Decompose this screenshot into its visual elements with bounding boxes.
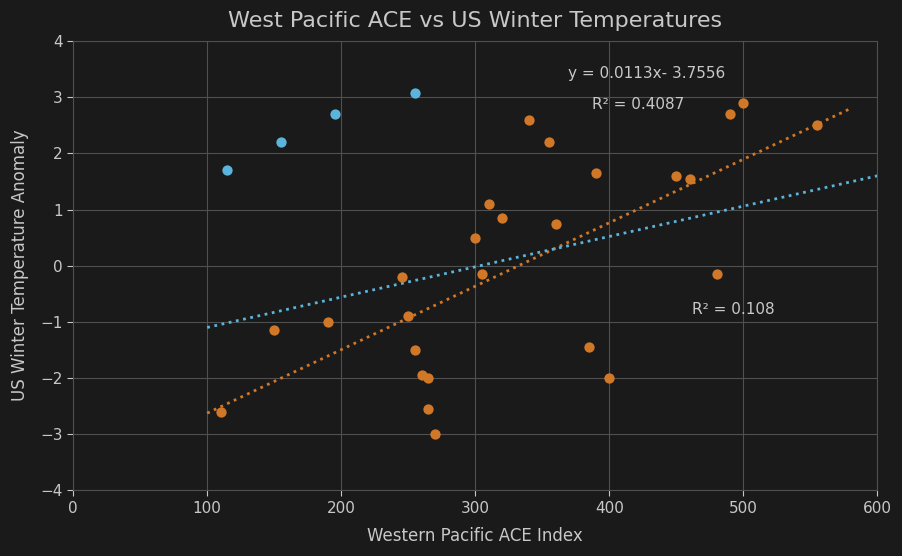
Point (682, 174, 696, 183)
Point (420, 374, 435, 383)
Point (521, 115, 536, 124)
Point (668, 171, 683, 180)
Point (414, 371, 428, 380)
Y-axis label: US Winter Temperature Anomaly: US Winter Temperature Anomaly (11, 130, 29, 401)
Point (722, 110, 736, 118)
Point (481, 200, 495, 208)
Point (320, 317, 335, 326)
Text: R² = 0.4087: R² = 0.4087 (591, 97, 684, 112)
Point (408, 345, 422, 354)
Point (408, 89, 422, 98)
Point (220, 166, 235, 175)
X-axis label: Western Pacific ACE Index: Western Pacific ACE Index (367, 527, 583, 545)
Point (541, 138, 556, 147)
Point (548, 219, 562, 228)
Title: West Pacific ACE vs US Winter Temperatures: West Pacific ACE vs US Winter Temperatur… (228, 11, 722, 31)
Point (394, 272, 409, 281)
Point (581, 342, 595, 351)
Point (467, 233, 482, 242)
Point (588, 168, 603, 177)
Text: R² = 0.108: R² = 0.108 (692, 301, 774, 316)
Point (735, 98, 750, 107)
Point (213, 408, 227, 416)
Point (267, 326, 281, 335)
Point (809, 121, 824, 130)
Point (474, 270, 489, 279)
Point (420, 404, 435, 413)
Point (327, 110, 341, 118)
Point (428, 430, 442, 439)
Text: y = 0.0113x- 3.7556: y = 0.0113x- 3.7556 (567, 66, 724, 81)
Point (273, 138, 288, 147)
Point (494, 214, 509, 222)
Point (400, 312, 415, 321)
Point (602, 374, 616, 383)
Point (709, 270, 723, 279)
